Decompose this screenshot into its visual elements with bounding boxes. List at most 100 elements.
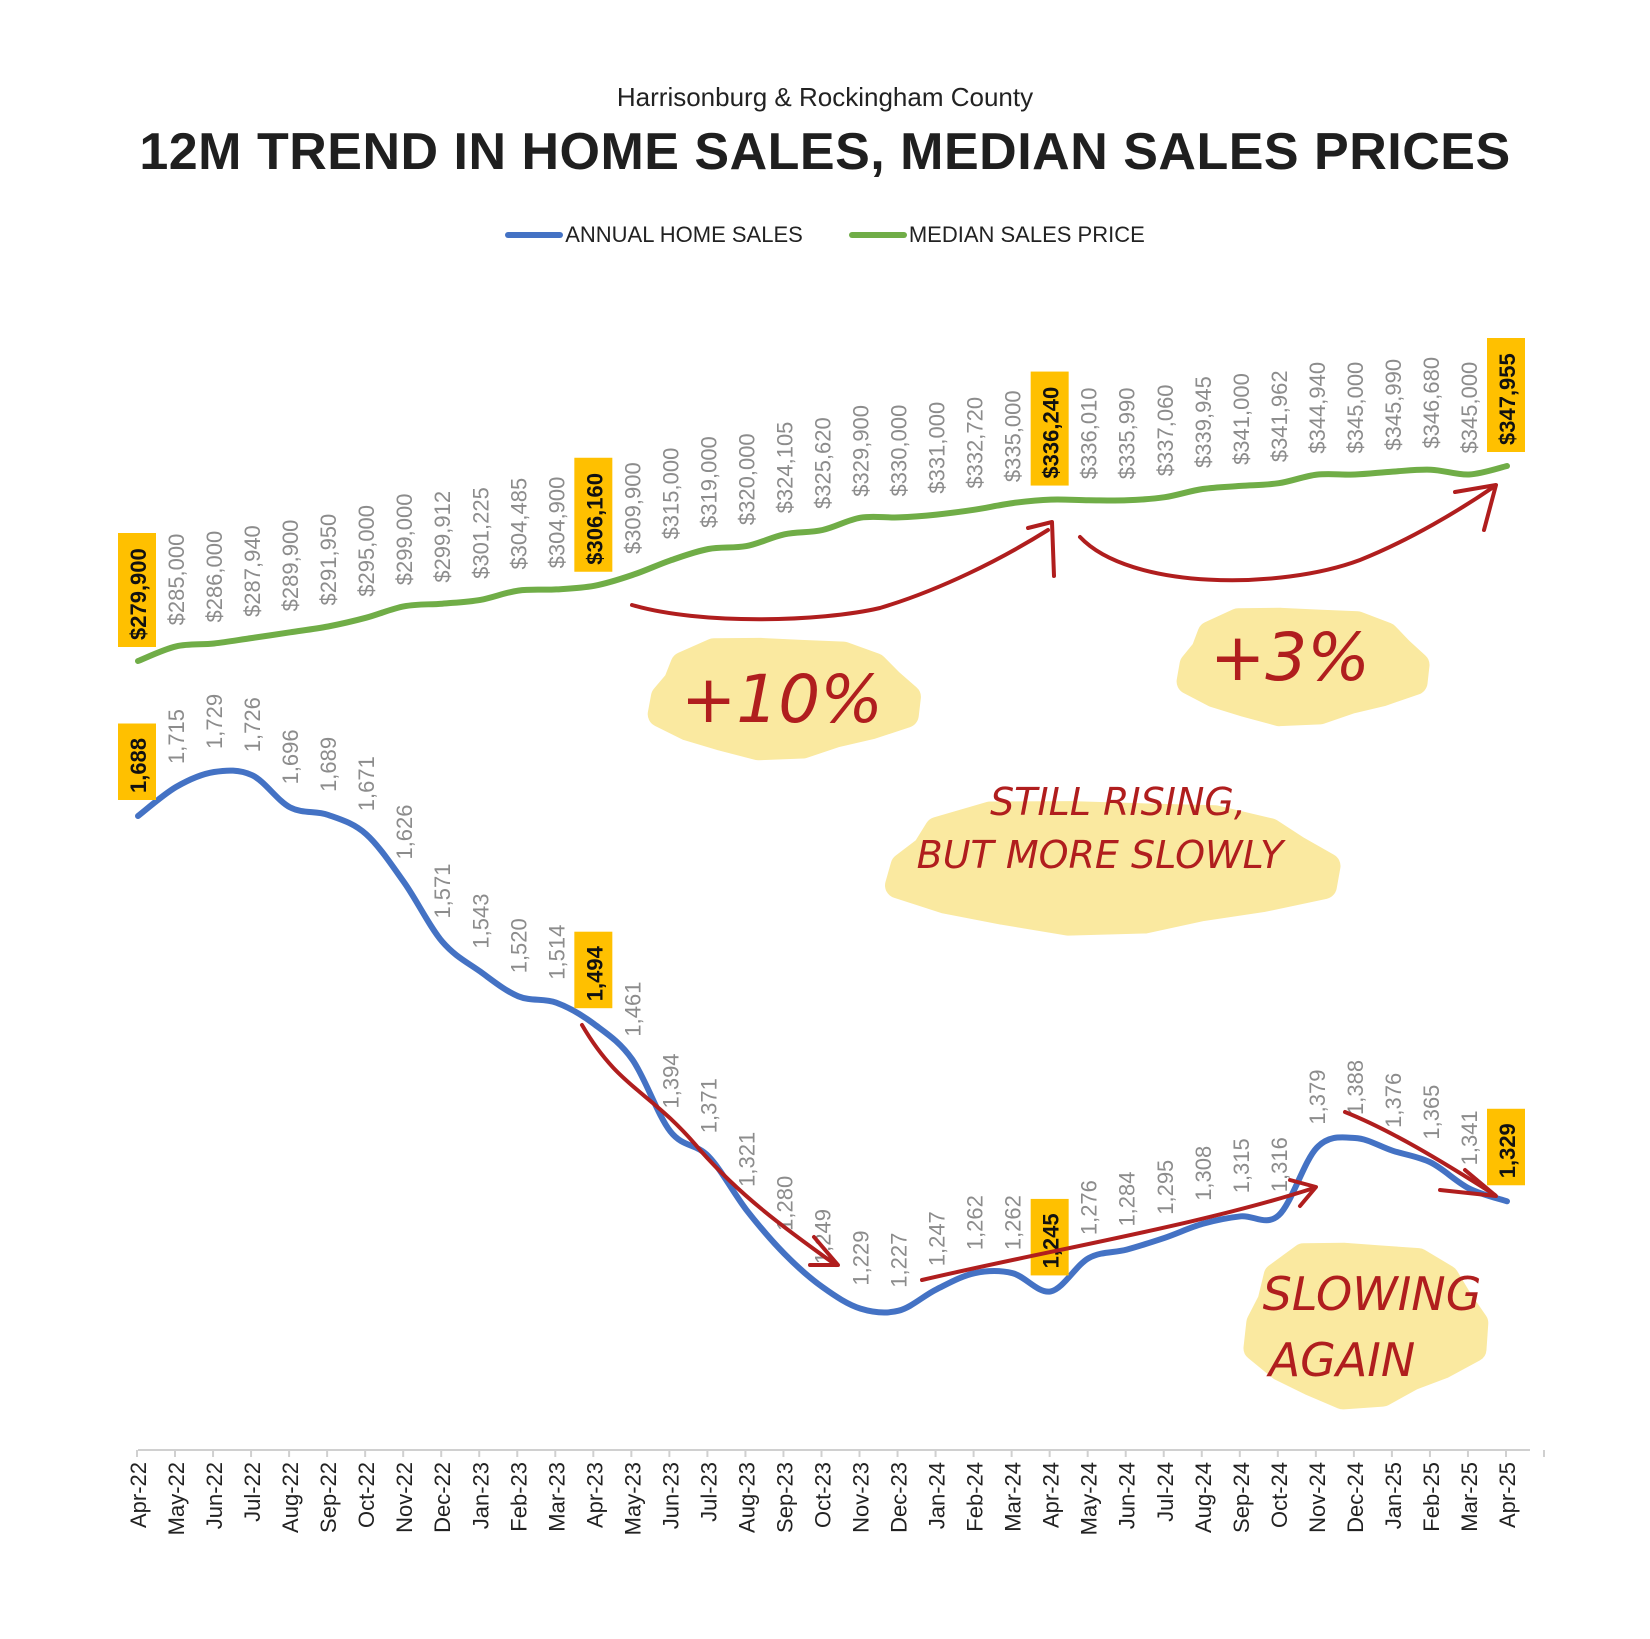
sales-data-label-text: 1,543 <box>468 894 493 949</box>
price-data-label-text: $324,105 <box>772 422 797 514</box>
x-tick-label: Sep-24 <box>1229 1462 1254 1533</box>
x-tick-label: Jul-22 <box>240 1462 265 1522</box>
sales-data-label: 1,229 <box>849 1231 874 1286</box>
price-data-label: $315,000 <box>658 448 683 540</box>
annotation-text-slowing: SLOWING <box>1263 1267 1482 1321</box>
price-data-label: $287,940 <box>240 525 265 617</box>
x-tick-label: May-24 <box>1077 1462 1102 1535</box>
chart-legend: ANNUAL HOME SALES MEDIAN SALES PRICE <box>0 222 1650 248</box>
annotation-text-plus10: +10% <box>681 661 883 738</box>
price-data-label-text: $335,000 <box>1001 390 1026 482</box>
sales-data-label: 1,729 <box>202 694 227 749</box>
price-data-label: $301,225 <box>468 487 493 579</box>
price-data-label: $345,000 <box>1343 362 1368 454</box>
x-tick-label: Jan-23 <box>468 1462 493 1529</box>
price-data-label: $335,000 <box>1001 390 1026 482</box>
price-data-label-text: $332,720 <box>963 397 988 489</box>
sales-data-label: 1,388 <box>1343 1060 1368 1115</box>
sales-data-label: 1,329 <box>1487 1108 1525 1186</box>
sales-data-label-highlight <box>574 931 613 1009</box>
price-data-label-text: $337,060 <box>1153 384 1178 476</box>
x-tick-label: Nov-22 <box>392 1462 417 1533</box>
price-data-label: $295,000 <box>354 505 379 597</box>
sales-data-label-text: 1,365 <box>1419 1085 1444 1140</box>
price-data-label-text: $336,240 <box>1039 387 1064 479</box>
price-data-label: $339,945 <box>1191 376 1216 468</box>
price-data-label-text: $299,912 <box>430 491 455 583</box>
sales-data-label: 1,626 <box>392 804 417 859</box>
price-data-label: $289,900 <box>278 520 303 612</box>
x-tick-label: Mar-23 <box>544 1462 569 1532</box>
sales-data-label-text: 1,696 <box>278 729 303 784</box>
x-tick-label: Mar-24 <box>1001 1462 1026 1532</box>
sales-data-label-text: 1,689 <box>316 737 341 792</box>
sales-data-label-text: 1,394 <box>658 1053 683 1108</box>
arrow-price-first-half <box>630 528 1050 622</box>
sales-data-label: 1,245 <box>1030 1198 1069 1276</box>
price-data-label-text: $345,000 <box>1457 362 1482 454</box>
x-tick-label: Sep-23 <box>772 1462 797 1533</box>
sales-data-label-text: 1,379 <box>1305 1070 1330 1125</box>
sales-data-label-highlight <box>118 723 156 800</box>
arrow-price-second-half <box>1078 484 1497 583</box>
sales-data-label-text: 1,494 <box>582 945 607 1001</box>
series-line-median-price <box>135 463 1510 664</box>
x-tick-label: Jul-23 <box>696 1462 721 1522</box>
x-tick-label: Feb-23 <box>506 1462 531 1532</box>
sales-data-label: 1,726 <box>240 697 265 752</box>
sales-data-label: 1,461 <box>620 982 645 1037</box>
sales-data-label: 1,514 <box>544 925 569 980</box>
price-data-label: $304,900 <box>544 477 569 569</box>
arrowhead-sales-decline <box>808 1235 840 1267</box>
price-data-label-text: $306,160 <box>582 473 607 565</box>
sales-data-label-text: 1,671 <box>354 756 379 811</box>
price-data-label-text: $346,680 <box>1419 357 1444 449</box>
price-data-label-highlight <box>574 457 613 572</box>
sales-data-label-highlight <box>1030 1198 1069 1276</box>
price-data-label-text: $330,000 <box>887 405 912 497</box>
sales-data-label-text: 1,284 <box>1115 1171 1140 1226</box>
price-data-label: $319,000 <box>696 436 721 528</box>
price-data-label-text: $341,962 <box>1267 370 1292 462</box>
sales-data-label: 1,571 <box>430 863 455 918</box>
x-tick-label: May-23 <box>620 1462 645 1535</box>
sales-data-label-text: 1,229 <box>849 1231 874 1286</box>
annotation-bubble-still-rising <box>885 801 1341 936</box>
sales-data-label: 1,321 <box>734 1132 759 1187</box>
sales-data-label: 1,316 <box>1267 1137 1292 1192</box>
x-tick-label: Mar-25 <box>1457 1462 1482 1532</box>
annotation-bubble-plus10 <box>647 637 921 761</box>
legend-label-price: MEDIAN SALES PRICE <box>908 222 1145 247</box>
sales-data-label: 1,341 <box>1457 1110 1482 1165</box>
price-data-label-text: $319,000 <box>696 436 721 528</box>
price-data-label-text: $304,485 <box>506 478 531 570</box>
sales-data-label: 1,284 <box>1115 1171 1140 1226</box>
x-tick-label: Aug-24 <box>1191 1462 1216 1533</box>
price-data-label: $324,105 <box>772 422 797 514</box>
sales-data-label: 1,315 <box>1229 1138 1254 1193</box>
chart-subtitle: Harrisonburg & Rockingham County <box>616 82 1034 112</box>
price-data-label: $344,940 <box>1305 362 1330 454</box>
legend-item-sales: ANNUAL HOME SALES <box>505 222 803 248</box>
price-data-label-text: $279,900 <box>126 548 151 640</box>
legend-item-price: MEDIAN SALES PRICE <box>848 222 1145 248</box>
sales-data-label-highlight <box>1487 1108 1525 1186</box>
x-tick-label: Nov-23 <box>849 1462 874 1533</box>
price-data-label: $331,000 <box>925 402 950 494</box>
sales-data-label-text: 1,321 <box>734 1132 759 1187</box>
arrowhead-price-second-half <box>1453 483 1498 532</box>
price-data-label-text: $289,900 <box>278 520 303 612</box>
price-data-label-text: $336,010 <box>1077 387 1102 479</box>
price-data-label: $335,990 <box>1115 388 1140 480</box>
arrow-sales-recovery <box>920 1186 1316 1282</box>
sales-data-label: 1,308 <box>1191 1146 1216 1201</box>
series-line-annual-sales <box>135 767 1510 1316</box>
sales-data-label-text: 1,626 <box>392 804 417 859</box>
x-tick-label: Nov-24 <box>1305 1462 1330 1533</box>
price-data-label-text: $347,955 <box>1495 353 1520 445</box>
x-tick-label: Dec-22 <box>430 1462 455 1533</box>
price-data-label-text: $344,940 <box>1305 362 1330 454</box>
price-data-label: $341,962 <box>1267 370 1292 462</box>
sales-data-label-text: 1,520 <box>506 918 531 973</box>
